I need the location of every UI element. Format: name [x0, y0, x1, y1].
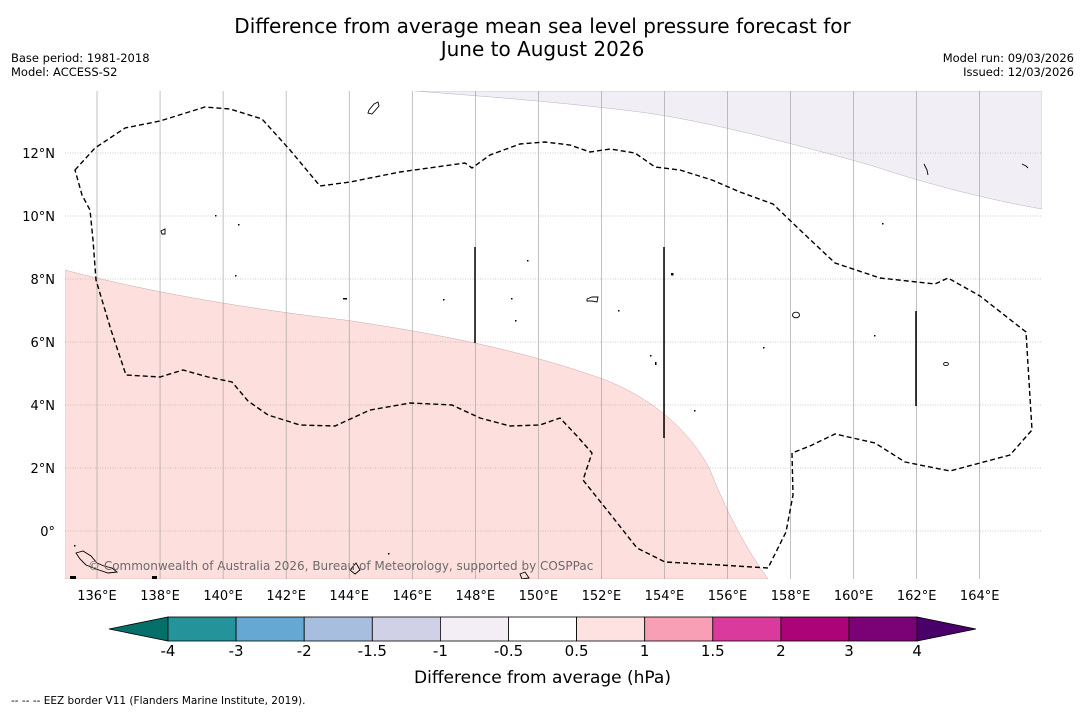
- latitude-label: 0°: [40, 525, 55, 540]
- longitude-labels: 136°E 138°E 140°E 142°E 144°E 146°E 148°E 150°E…: [77, 589, 999, 604]
- colorbar-tick-label: 4: [912, 642, 922, 660]
- eez-footnote: -- -- -- EEZ border V11 (Flanders Marine…: [11, 695, 306, 707]
- colorbar-segment: [235, 616, 305, 642]
- islands: [75, 101, 1029, 579]
- colorbar-segment: [644, 616, 714, 642]
- longitude-label: 158°E: [771, 589, 811, 604]
- model-label: Model: ACCESS-S2: [11, 65, 118, 79]
- longitude-label: 162°E: [897, 589, 937, 604]
- atoll-dot: [650, 355, 652, 357]
- atoll-dot: [655, 362, 657, 365]
- atoll-dot: [74, 545, 76, 547]
- colorbar-tick-label: 3: [844, 642, 854, 660]
- colorbar-title: Difference from average (hPa): [414, 668, 671, 688]
- longitude-label: 160°E: [834, 589, 874, 604]
- colorbar-segment: [439, 616, 509, 642]
- longitude-label: 150°E: [519, 589, 559, 604]
- longitude-label: 138°E: [140, 589, 180, 604]
- colorbar-segment: [780, 616, 850, 642]
- colorbar: [108, 616, 977, 642]
- colorbar-low-extend: [108, 616, 169, 642]
- island-outline: [519, 571, 530, 579]
- colorbar-tick-label: -1.5: [357, 642, 387, 660]
- atoll-dot: [511, 298, 513, 300]
- island-outline: [367, 101, 380, 115]
- latitude-label: 10°N: [22, 210, 55, 225]
- colorbar-high-extend: [916, 616, 977, 642]
- latitude-label: 12°N: [22, 147, 55, 162]
- atoll-dot: [215, 215, 217, 217]
- island-outline: [943, 361, 949, 367]
- colorbar-tick-label: 0.5: [564, 642, 589, 660]
- longitude-label: 146°E: [392, 589, 432, 604]
- latitude-label: 6°N: [31, 336, 56, 351]
- atoll-dot: [618, 310, 620, 312]
- watermark: © Commonwealth of Australia 2026, Bureau…: [88, 559, 593, 573]
- latitude-label: 8°N: [31, 273, 56, 288]
- model-run-label: Model run: 09/03/2026: [942, 51, 1074, 65]
- island-outline: [586, 296, 599, 303]
- meta-left: Base period: 1981-2018 Model: ACCESS-S2: [11, 51, 150, 79]
- longitude-label: 156°E: [708, 589, 748, 604]
- atoll-dot: [694, 410, 696, 412]
- colorbar-segment: [371, 616, 441, 642]
- chart-title-line-1: Difference from average mean sea level p…: [234, 14, 851, 38]
- colorbar-tick-label: -1: [432, 642, 448, 660]
- longitude-label: 144°E: [329, 589, 369, 604]
- longitude-label: 140°E: [203, 589, 243, 604]
- atoll-dot: [388, 553, 390, 555]
- colorbar-tick-label: -3: [228, 642, 244, 660]
- atoll-dot: [882, 223, 884, 225]
- colorbar-segment: [167, 616, 237, 642]
- longitude-label: 154°E: [645, 589, 685, 604]
- latitude-labels: 12°N 10°N 8°N 6°N 4°N 2°N 0°: [22, 147, 55, 540]
- colorbar-tick-label: -4: [160, 642, 176, 660]
- colorbar-segment: [848, 616, 918, 642]
- map-plot-area: © Commonwealth of Australia 2026, Bureau…: [65, 91, 1042, 579]
- colorbar-tick-label: -2: [296, 642, 312, 660]
- colorbar-tick-label: 1.5: [700, 642, 725, 660]
- atoll-dot: [515, 320, 517, 322]
- island-outline: [923, 163, 929, 176]
- atoll-dot: [874, 335, 876, 337]
- atoll-dots: [70, 215, 884, 579]
- atoll-dot: [235, 275, 237, 277]
- island-outline: [1021, 163, 1029, 169]
- atoll-dot: [527, 260, 529, 262]
- colorbar-segment: [508, 616, 577, 642]
- atoll-dot: [443, 299, 445, 301]
- positive-anomaly-region: [65, 269, 769, 579]
- colorbar-segment: [303, 616, 373, 642]
- colorbar-tick-label: -0.5: [493, 642, 524, 660]
- latitude-label: 4°N: [31, 399, 56, 414]
- eez-boundary: [74, 106, 1033, 569]
- atoll-dot: [152, 576, 157, 579]
- atoll-dot: [671, 273, 674, 276]
- atoll-dot: [763, 347, 765, 349]
- colorbar-segment: [576, 616, 646, 642]
- chart-title-line-2: June to August 2026: [440, 37, 645, 61]
- negative-anomaly-region: [414, 91, 1042, 210]
- longitude-label: 148°E: [456, 589, 496, 604]
- latitude-label: 2°N: [31, 462, 56, 477]
- base-period-label: Base period: 1981-2018: [11, 51, 150, 65]
- meta-right: Model run: 09/03/2026 Issued: 12/03/2026: [943, 51, 1074, 79]
- island-outline: [160, 228, 166, 235]
- atoll-dot: [343, 298, 347, 300]
- colorbar-tick-label: 2: [776, 642, 786, 660]
- longitude-label: 164°E: [960, 589, 1000, 604]
- longitude-label: 142°E: [266, 589, 306, 604]
- island-outline: [349, 562, 361, 575]
- atoll-dot: [238, 224, 240, 226]
- longitude-label: 136°E: [77, 589, 117, 604]
- island-outline: [792, 311, 800, 319]
- island-outline: [75, 550, 119, 574]
- issued-label: Issued: 12/03/2026: [963, 65, 1074, 79]
- longitude-label: 152°E: [582, 589, 622, 604]
- colorbar-tick-label: 1: [639, 642, 650, 660]
- atoll-dot: [70, 576, 76, 579]
- colorbar-segment: [712, 616, 782, 642]
